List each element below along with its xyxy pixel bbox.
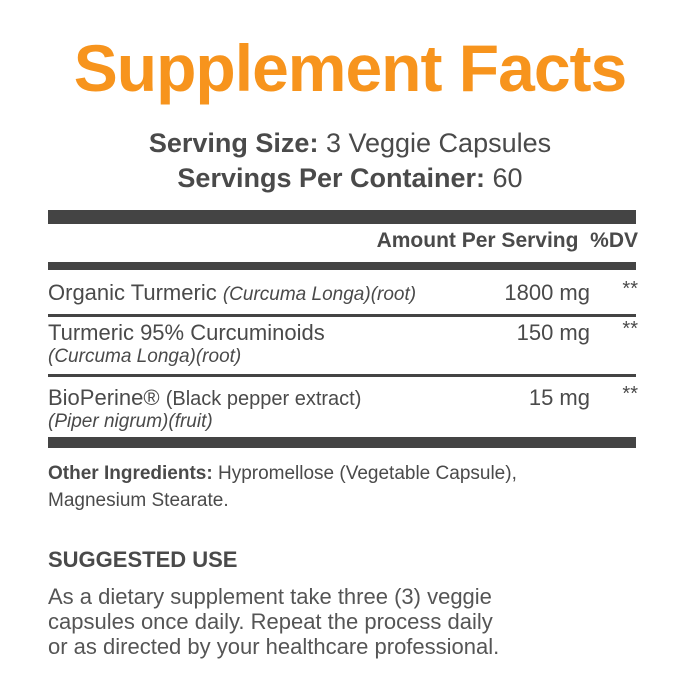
serving-size-label: Serving Size: xyxy=(148,128,319,158)
suggested-use-line: As a dietary supplement take three (3) v… xyxy=(48,584,492,609)
header-amount: Amount Per Serving xyxy=(376,229,579,252)
row-divider xyxy=(48,374,636,377)
ingredient-dv: ** xyxy=(622,278,638,300)
servings-per-container: Servings Per Container: 60 xyxy=(0,163,700,194)
other-ingredients-line: Hypromellose (Vegetable Capsule), xyxy=(217,463,517,484)
medium-rule xyxy=(48,262,636,270)
table-header: Amount Per Serving %DV xyxy=(377,229,638,253)
thick-rule xyxy=(48,437,636,448)
ingredient-note: (Curcuma Longa)(root) xyxy=(48,346,242,367)
ingredient-amount: 150 mg xyxy=(516,320,590,345)
ingredient-note: (Curcuma Longa)(root) xyxy=(222,284,417,305)
other-ingredients-line: Magnesium Stearate. xyxy=(48,490,229,511)
suggested-use-line: capsules once daily. Repeat the process … xyxy=(48,609,493,634)
page-title: Supplement Facts xyxy=(73,31,627,105)
ingredient-dv: ** xyxy=(622,318,638,340)
suggested-use-line: or as directed by your healthcare profes… xyxy=(48,634,500,659)
ingredient-amount: 15 mg xyxy=(528,385,590,410)
servings-per-container-label: Servings Per Container: xyxy=(177,163,486,193)
other-ingredients-label: Other Ingredients: xyxy=(48,463,213,484)
ingredient-dv: ** xyxy=(622,383,638,405)
ingredient-amount: 1800 mg xyxy=(504,280,590,305)
serving-size-value: 3 Veggie Capsules xyxy=(325,128,552,158)
other-ingredients: Other Ingredients: Hypromellose (Vegetab… xyxy=(48,460,648,514)
header-dv: %DV xyxy=(590,229,638,252)
ingredient-subnote: (Piper nigrum)(fruit) xyxy=(48,411,213,432)
suggested-use-heading: SUGGESTED USE xyxy=(48,547,238,572)
ingredient-name: Organic Turmeric xyxy=(48,280,217,305)
servings-per-container-value: 60 xyxy=(492,163,523,193)
ingredient-name: Turmeric 95% Curcuminoids xyxy=(48,320,325,345)
ingredient-note: (Black pepper extract) xyxy=(165,388,362,410)
suggested-use-text: As a dietary supplement take three (3) v… xyxy=(48,584,658,659)
serving-size: Serving Size: 3 Veggie Capsules xyxy=(0,128,700,159)
thick-rule xyxy=(48,210,636,224)
row-divider xyxy=(48,314,636,317)
ingredient-name: BioPerine® xyxy=(48,385,160,410)
